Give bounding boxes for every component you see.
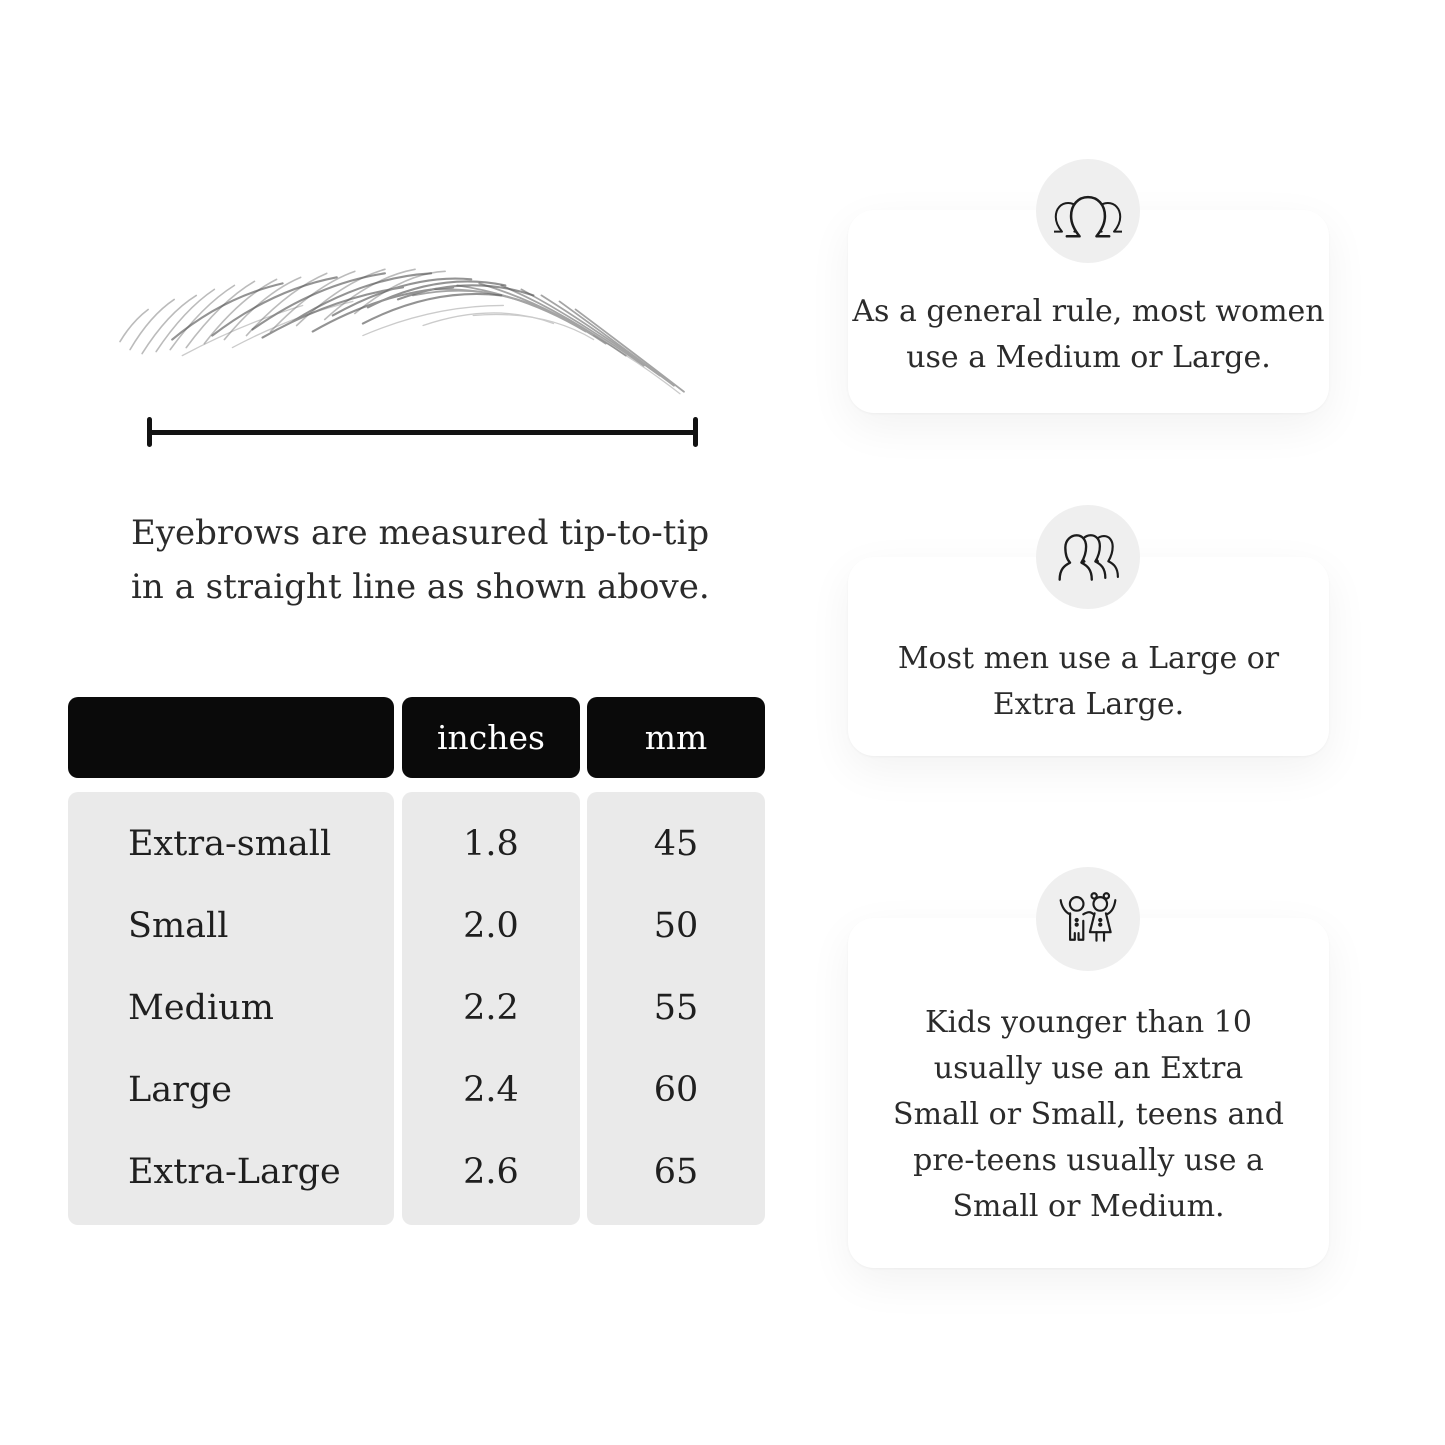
card-text-line: Kids younger than 10 bbox=[925, 1005, 1252, 1040]
men-group-icon bbox=[1058, 534, 1119, 581]
size-mm: 50 bbox=[653, 906, 699, 946]
measurement-caption: Eyebrows are measured tip-to-tip in a st… bbox=[131, 506, 751, 614]
measurement-line-bar bbox=[147, 430, 698, 435]
measurement-caption-line1: Eyebrows are measured tip-to-tip bbox=[131, 513, 710, 553]
card-text-line: Extra Large. bbox=[992, 686, 1185, 722]
size-label: Extra-Large bbox=[128, 1152, 341, 1192]
size-label: Small bbox=[128, 906, 229, 946]
size-inches: 2.4 bbox=[463, 1070, 519, 1110]
info-card-women-text: As a general rule, most women use a Medi… bbox=[852, 289, 1324, 381]
table-header-size bbox=[68, 697, 394, 778]
info-card-men-text: Most men use a Large or Extra Large. bbox=[898, 636, 1279, 728]
table-body-column-size bbox=[68, 792, 394, 1225]
info-card-kids: Kids younger than 10 usually use an Extr… bbox=[848, 918, 1329, 1268]
size-label: Medium bbox=[128, 988, 274, 1028]
table-row: Medium 2.2 55 bbox=[68, 967, 765, 1049]
table-body-column-mm bbox=[587, 792, 765, 1225]
size-mm: 55 bbox=[653, 988, 699, 1028]
children-icon bbox=[1059, 892, 1117, 942]
size-table-rows: Extra-small 1.8 45 Small 2.0 50 Medium 2… bbox=[68, 792, 765, 1225]
table-row: Large 2.4 60 bbox=[68, 1049, 765, 1131]
size-inches: 2.0 bbox=[463, 906, 519, 946]
card-text-line: use a Medium or Large. bbox=[906, 339, 1271, 375]
women-group-icon bbox=[1054, 195, 1122, 238]
table-body-column-inches bbox=[402, 792, 580, 1225]
card-text-line: usually use an Extra bbox=[933, 1051, 1244, 1086]
card-text-line: As a general rule, most women bbox=[852, 293, 1325, 329]
info-card-kids-text: Kids younger than 10 usually use an Extr… bbox=[893, 1000, 1284, 1230]
table-row: Extra-small 1.8 45 bbox=[68, 803, 765, 885]
measurement-line-right-cap bbox=[693, 417, 698, 447]
table-row: Small 2.0 50 bbox=[68, 885, 765, 967]
women-group-icon-circle bbox=[1036, 159, 1140, 263]
children-icon-circle bbox=[1036, 867, 1140, 971]
size-label: Extra-small bbox=[128, 824, 332, 864]
card-text-line: pre-teens usually use a bbox=[913, 1143, 1264, 1178]
size-mm: 45 bbox=[653, 824, 699, 864]
men-group-icon-circle bbox=[1036, 505, 1140, 609]
info-card-women: As a general rule, most women use a Medi… bbox=[848, 210, 1329, 413]
size-inches: 2.6 bbox=[463, 1152, 519, 1192]
size-mm: 60 bbox=[653, 1070, 699, 1110]
table-header-inches: inches bbox=[402, 697, 580, 778]
size-inches: 1.8 bbox=[463, 824, 519, 864]
table-row: Extra-Large 2.6 65 bbox=[68, 1131, 765, 1213]
measurement-line bbox=[147, 417, 698, 447]
card-text-line: Most men use a Large or bbox=[897, 640, 1280, 676]
table-header-mm: mm bbox=[587, 697, 765, 778]
size-mm: 65 bbox=[653, 1152, 699, 1192]
measurement-caption-line2: in a straight line as shown above. bbox=[131, 567, 710, 607]
size-inches: 2.2 bbox=[463, 988, 519, 1028]
card-text-line: Small or Medium. bbox=[952, 1189, 1225, 1224]
eyebrow-illustration bbox=[119, 268, 685, 395]
card-text-line: Small or Small, teens and bbox=[893, 1097, 1284, 1132]
size-label: Large bbox=[128, 1070, 232, 1110]
